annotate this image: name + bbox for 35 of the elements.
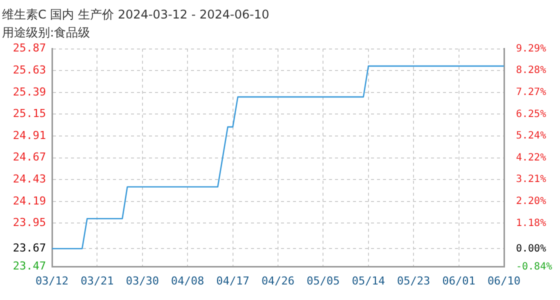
y-tick-label: 24.67 bbox=[12, 150, 46, 164]
y2-tick-label: 0.00% bbox=[516, 243, 546, 254]
y2-tick-label: -0.84% bbox=[516, 261, 552, 272]
y-tick-label: 25.87 bbox=[12, 42, 46, 55]
y-tick-label: 24.43 bbox=[12, 172, 46, 186]
y-tick-label: 24.91 bbox=[12, 128, 46, 142]
y-tick-label: 23.67 bbox=[12, 241, 46, 254]
y-tick-label: 23.47 bbox=[12, 260, 46, 273]
chart-subtitle: 用途级别:食品级 bbox=[2, 26, 90, 40]
y2-tick-label: 9.29% bbox=[516, 43, 546, 54]
y2-tick-label: 7.27% bbox=[516, 86, 546, 98]
x-tick-label: 03/30 bbox=[126, 274, 159, 288]
y2-tick-label: 6.25% bbox=[516, 108, 546, 120]
chart-title: 维生素C 国内 生产价 2024-03-12 - 2024-06-10 bbox=[2, 7, 270, 22]
x-tick-label: 04/08 bbox=[171, 274, 204, 288]
x-tick-label: 05/14 bbox=[352, 274, 386, 288]
x-tick-label: 05/05 bbox=[306, 274, 340, 288]
y2-tick-label: 2.20% bbox=[516, 196, 546, 207]
y2-tick-label: 8.28% bbox=[516, 65, 546, 76]
y-tick-label: 24.19 bbox=[12, 194, 46, 208]
y2-tick-label: 1.18% bbox=[516, 218, 546, 229]
x-tick-label: 04/26 bbox=[261, 274, 295, 288]
x-tick-label: 03/12 bbox=[35, 274, 69, 288]
x-tick-label: 03/21 bbox=[80, 274, 114, 288]
y2-tick-label: 5.24% bbox=[516, 130, 546, 142]
x-tick-label: 06/10 bbox=[487, 274, 521, 288]
x-tick-label: 04/17 bbox=[216, 274, 250, 288]
x-tick-label: 06/01 bbox=[442, 274, 476, 288]
y2-tick-label: 3.21% bbox=[516, 174, 546, 186]
y-tick-label: 25.39 bbox=[12, 85, 46, 98]
y-tick-label: 25.15 bbox=[12, 107, 46, 120]
y2-tick-label: 4.22% bbox=[516, 152, 546, 164]
y-tick-label: 23.95 bbox=[12, 216, 46, 230]
x-tick-label: 05/23 bbox=[397, 274, 430, 288]
y-tick-label: 25.63 bbox=[12, 63, 46, 76]
